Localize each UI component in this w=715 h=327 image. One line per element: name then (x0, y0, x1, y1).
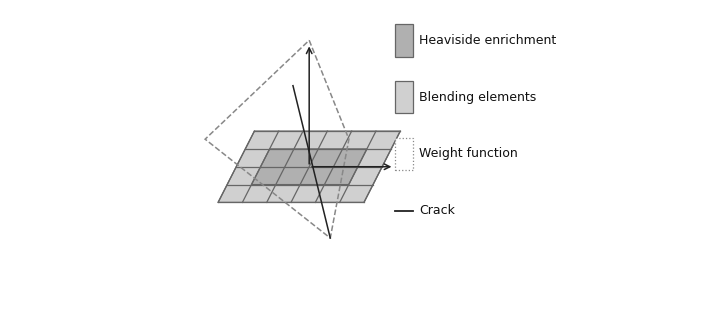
Text: Blending elements: Blending elements (419, 91, 536, 104)
Text: Heaviside enrichment: Heaviside enrichment (419, 34, 556, 47)
Polygon shape (218, 131, 400, 202)
Polygon shape (252, 149, 367, 184)
FancyBboxPatch shape (395, 24, 413, 57)
Text: Weight function: Weight function (419, 147, 518, 160)
Text: Crack: Crack (419, 204, 455, 217)
FancyBboxPatch shape (395, 138, 413, 170)
FancyBboxPatch shape (395, 81, 413, 113)
